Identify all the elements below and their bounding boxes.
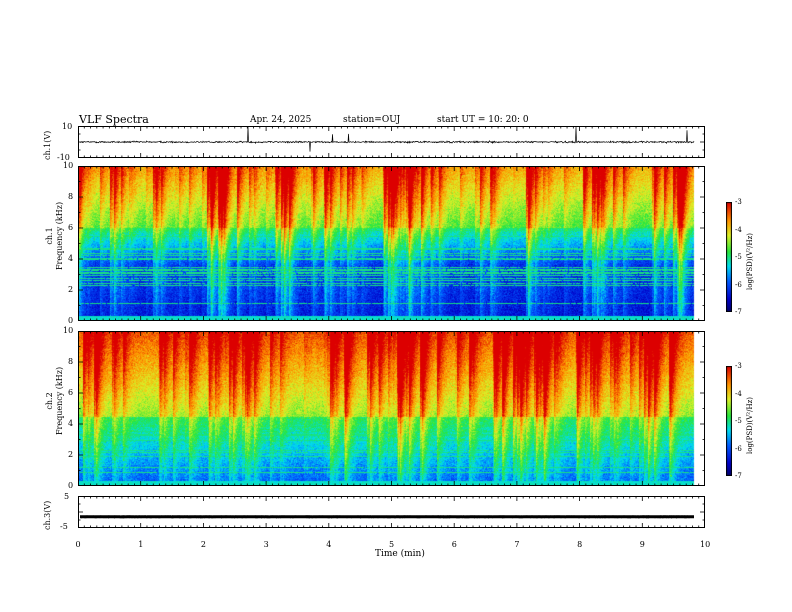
ch3-wave-ylabel: ch.3(V): [43, 500, 52, 530]
y-tick-label: 0: [68, 316, 74, 325]
ch1-ytick-top: 10: [62, 122, 73, 131]
colorbar-tick-label: -5: [735, 253, 742, 261]
y-tick-label: 2: [68, 450, 74, 459]
y-tick-label: 2: [68, 285, 74, 294]
ch2-colorbar: [726, 366, 732, 476]
panel-frame: [78, 166, 705, 321]
ch1-colorbar: [726, 202, 732, 312]
ch3-ytick-bottom: -5: [60, 522, 68, 531]
header-station: station=OUJ: [343, 115, 401, 125]
ch1-waveform-trace: [79, 126, 695, 152]
x-tick-label: 8: [577, 540, 583, 549]
colorbar-tick-label: -4: [735, 225, 742, 234]
ch3-ytick-top: 5: [64, 492, 70, 501]
ch1-spectrogram: [78, 166, 705, 321]
y-tick-label: 10: [63, 161, 74, 170]
ch2-spectrogram: [78, 331, 705, 486]
y-tick-label: 0: [68, 481, 74, 490]
colorbar-tick-label: -3: [735, 362, 742, 370]
x-tick-label: 3: [263, 540, 269, 549]
x-tick-label: 5: [389, 540, 395, 549]
colorbar-tick-label: -4: [735, 389, 742, 398]
ch1-spec-ylabel-channel: ch.1: [45, 227, 54, 245]
header-start-time: start UT = 10: 20: 0: [437, 115, 529, 125]
ch1-spectrogram-frame: [78, 166, 705, 321]
colorbar-tick-label: -6: [735, 444, 742, 453]
header-date: Apr. 24, 2025: [250, 115, 312, 125]
ch2-spectrogram-frame: [78, 331, 705, 486]
ch1-spec-ylabel: ch.1 Frequency (kHz): [45, 202, 65, 270]
panel-frame: [78, 496, 705, 528]
x-tick-label: 1: [138, 540, 144, 549]
x-tick-label: 10: [700, 540, 711, 549]
x-tick-label: 2: [200, 540, 206, 549]
ch2-spec-ylabel-channel: ch.2: [45, 392, 54, 410]
ch2-spec-ylabel: ch.2 Frequency (kHz): [45, 367, 65, 435]
y-tick-label: 8: [68, 357, 74, 366]
y-tick-label: 6: [68, 223, 74, 232]
y-tick-label: 6: [68, 388, 74, 397]
ch3-waveform-panel: [78, 496, 705, 528]
y-tick-label: 10: [63, 326, 74, 335]
ch1-colorbar-label: log(PSD)(V²/Hz): [746, 233, 754, 290]
colorbar-tick-label: -7: [735, 472, 742, 480]
colorbar-tick-label: -5: [735, 417, 742, 425]
ch1-waveform-panel: [78, 126, 705, 158]
x-tick-label: 4: [326, 540, 332, 549]
panel-frame: [78, 331, 705, 486]
x-tick-label: 9: [639, 540, 645, 549]
colorbar-tick-label: -3: [735, 198, 742, 206]
y-tick-label: 8: [68, 192, 74, 201]
y-tick-label: 4: [68, 254, 74, 263]
chart-title: VLF Spectra: [79, 113, 149, 126]
ch2-colorbar-label: log(PSD)(V²/Hz): [746, 397, 754, 454]
ch2-spec-ylabel-freq: Frequency (kHz): [55, 366, 64, 435]
ch1-wave-ylabel: ch.1(V): [43, 130, 52, 160]
colorbar-tick-label: -6: [735, 280, 742, 289]
y-tick-label: 4: [68, 419, 74, 428]
x-axis-label: Time (min): [375, 549, 425, 559]
x-tick-label: 7: [514, 540, 520, 549]
x-tick-label: 0: [75, 540, 81, 549]
ch1-ytick-bottom: -10: [57, 153, 70, 162]
ch1-spec-ylabel-freq: Frequency (kHz): [55, 201, 64, 270]
colorbar-tick-label: -7: [735, 308, 742, 316]
x-tick-label: 6: [451, 540, 457, 549]
